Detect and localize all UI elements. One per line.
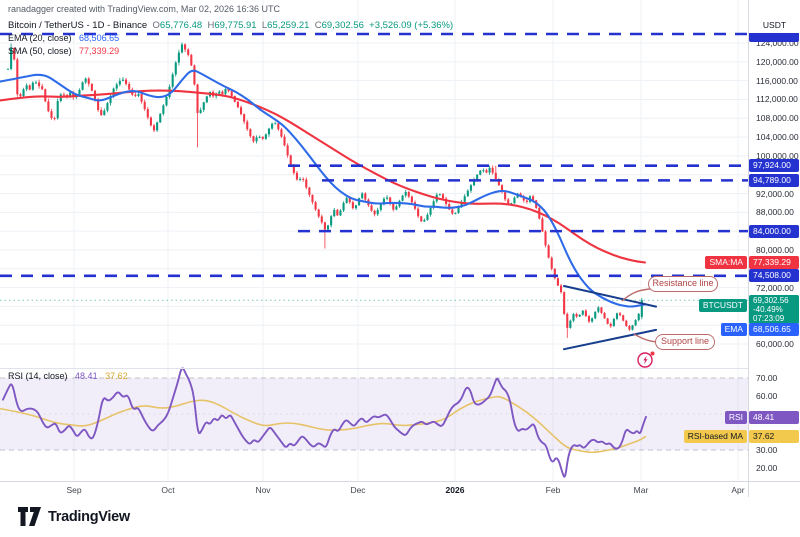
bar-countdown: 07:23:09 (753, 314, 785, 323)
symbol-axis-tag: BTCUSDT (698, 299, 747, 312)
price-tick-label: 60,000.00 (756, 339, 794, 349)
price-tick-label: 72,000.00 (756, 282, 794, 293)
price-tick-label: 80,000.00 (756, 244, 794, 255)
change-value: +3,526.09 (+5.36%) (369, 20, 454, 31)
support-callout[interactable]: Support line (655, 334, 715, 350)
price-tick-label: 120,000.00 (756, 56, 799, 67)
time-tick-label: Sep (66, 485, 82, 495)
ema-legend-row[interactable]: EMA (20, close) 68,506.65 (8, 33, 119, 43)
rsi-tick-label: 30.00 (756, 445, 778, 455)
close-value: 69,302.56 (321, 20, 364, 31)
tradingview-logo-text: TradingView (48, 508, 130, 525)
rsi-value: 48.41 (75, 371, 98, 381)
low-label: L (261, 20, 268, 31)
ema-value: 68,506.65 (79, 33, 120, 43)
sma-value: 77,339.29 (79, 46, 120, 56)
rsi-tick-label: 60.00 (756, 391, 778, 401)
rsi-ma-value: 37.62 (105, 371, 128, 381)
time-tick-label: Apr (731, 485, 745, 495)
symbol-legend-row[interactable]: Bitcoin / TetherUS - 1D - Binance O65,77… (8, 20, 453, 31)
ema-axis-value: 68,506.65 (749, 323, 799, 336)
magic-wand-icon[interactable] (637, 350, 655, 368)
rsi-ma-axis-tag: RSI-based MA (683, 430, 747, 443)
last-price-badge: 69,302.56 -40.49% 07:23:09 (749, 295, 799, 324)
ema-axis-tag: EMA (720, 323, 747, 336)
last-price-change: -40.49% (753, 305, 783, 314)
high-value: 69,775.91 (214, 20, 257, 31)
time-axis-border (0, 481, 800, 482)
rsi-tick-label: 70.00 (756, 373, 778, 383)
price-axis-border (748, 0, 749, 497)
close-label: C (314, 20, 322, 31)
price-tick-label: 100,000.00 (756, 150, 799, 161)
rsi-legend-row[interactable]: RSI (14, close) 48.41 37.62 (8, 371, 128, 381)
time-tick-label: Feb (545, 485, 561, 495)
ema-label: EMA (20, close) (8, 33, 72, 43)
price-tick-label: 108,000.00 (756, 113, 799, 124)
time-tick-label: Nov (255, 485, 271, 495)
sma-axis-tag: SMA:MA (705, 256, 747, 269)
currency-label: USDT (749, 8, 800, 33)
price-label-84000: 84,000.00 (749, 225, 799, 238)
tradingview-logo[interactable]: TradingView (18, 507, 130, 526)
tradingview-logo-mark (18, 507, 41, 526)
open-value: 65,776.48 (159, 20, 203, 31)
time-tick-label: Dec (350, 485, 366, 495)
last-price-value: 69,302.56 (753, 296, 789, 305)
time-tick-label: Oct (161, 485, 175, 495)
sma-axis-value: 77,339.29 (749, 256, 799, 269)
rsi-axis-value: 48.41 (749, 411, 799, 424)
symbol-title: Bitcoin / TetherUS - 1D - Binance (8, 20, 148, 31)
time-tick-label: 2026 (445, 485, 465, 495)
sma-legend-row[interactable]: SMA (50, close) 77,339.29 (8, 46, 119, 56)
price-tick-label: 112,000.00 (756, 94, 798, 105)
price-label-94789: 94,789.00 (749, 174, 799, 187)
resistance-callout[interactable]: Resistance line (648, 276, 718, 292)
price-tick-label: 92,000.00 (756, 188, 794, 199)
price-tick-label: 124,000.00 (756, 38, 799, 48)
price-tick-label: 116,000.00 (756, 75, 798, 86)
attribution-text: ranadagger created with TradingView.com,… (8, 4, 280, 14)
rsi-tick-label: 20.00 (756, 463, 778, 473)
rsi-axis-tag: RSI (724, 411, 747, 424)
open-label: O (152, 20, 160, 31)
pane-separator[interactable] (0, 368, 748, 369)
price-label-74508: 74,508.00 (749, 269, 799, 282)
price-tick-label: 88,000.00 (756, 207, 794, 218)
price-label-97924: 97,924.00 (749, 159, 799, 172)
high-label: H (207, 20, 215, 31)
time-tick-label: Mar (633, 485, 649, 495)
rsi-label: RSI (14, close) (8, 371, 68, 381)
rsi-ma-axis-value: 37.62 (749, 430, 799, 443)
price-tick-label: 104,000.00 (756, 132, 799, 143)
low-value: 65,259.21 (267, 20, 310, 31)
sma-label: SMA (50, close) (8, 46, 72, 56)
